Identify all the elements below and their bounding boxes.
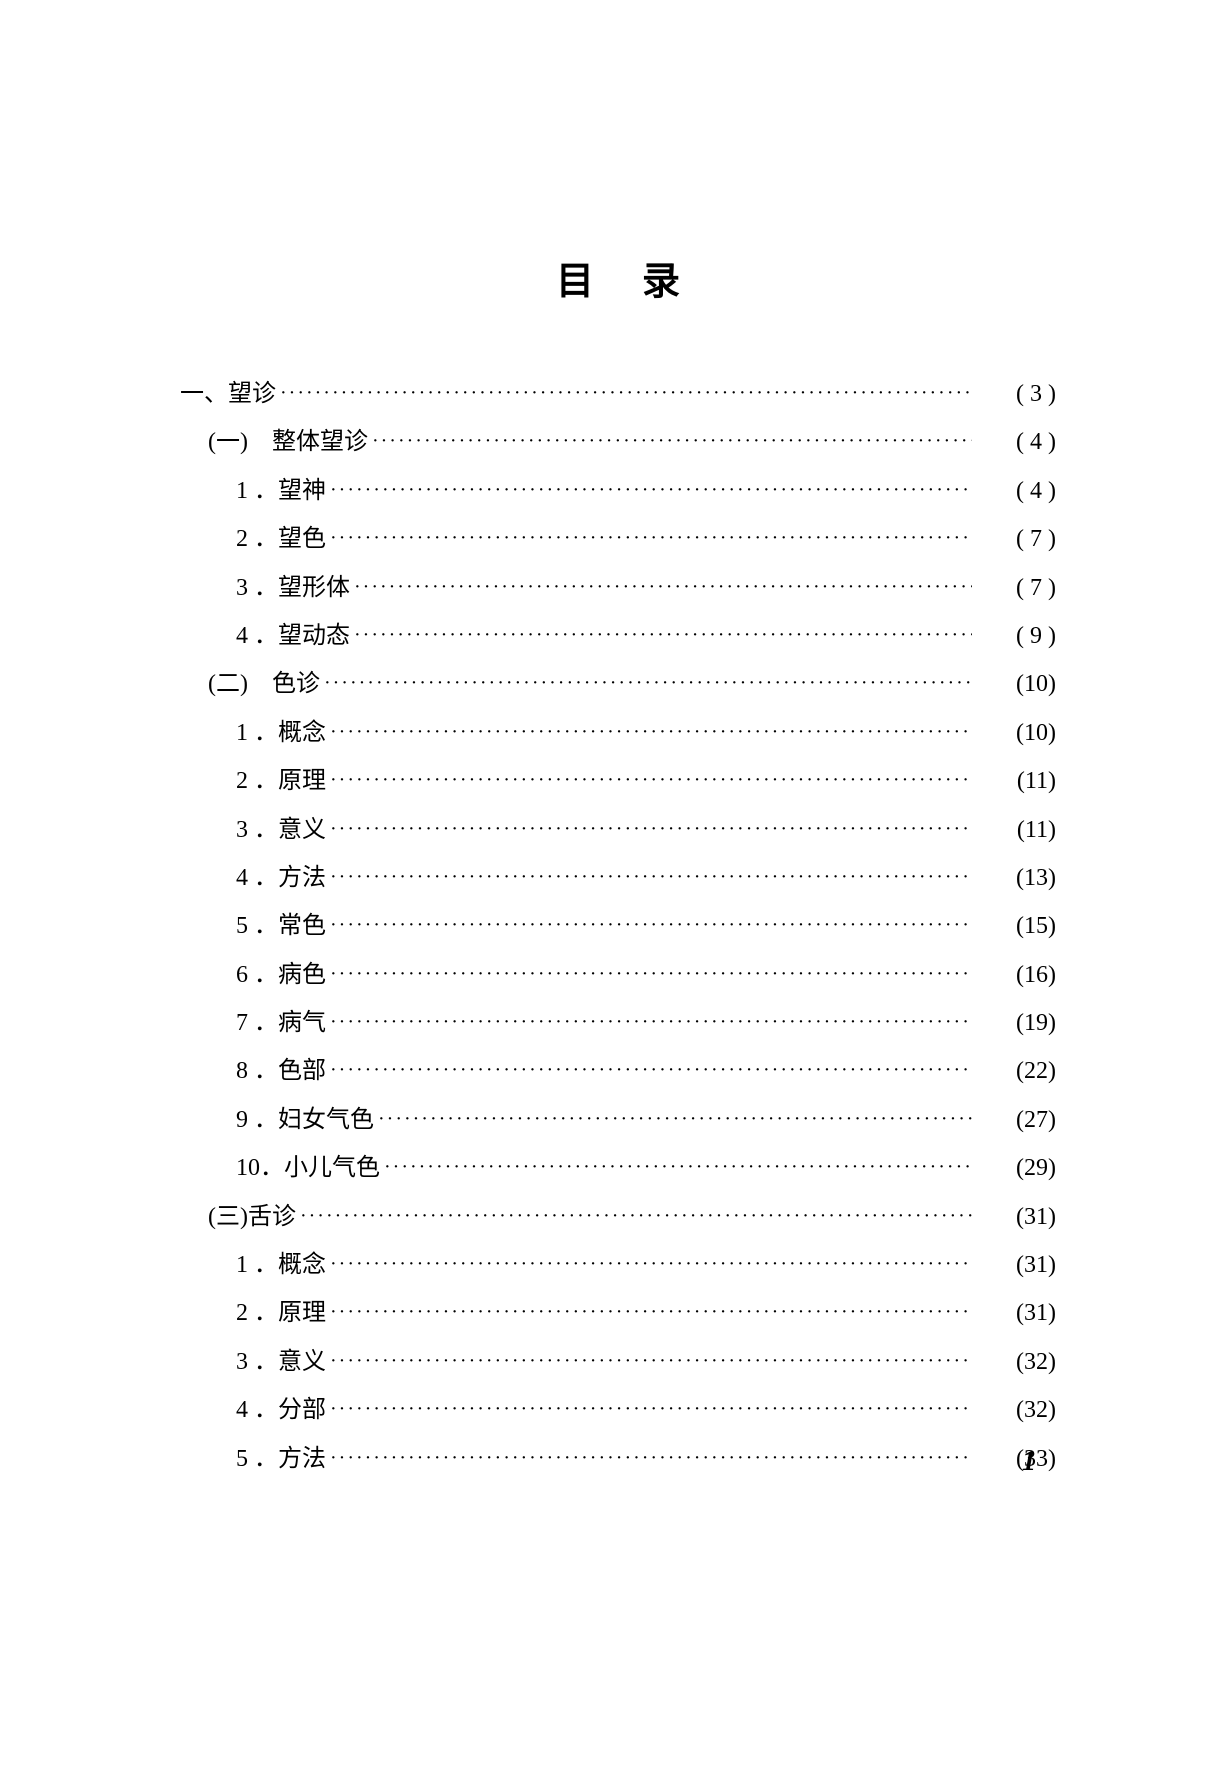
toc-entry-page: ( 7 ): [976, 569, 1056, 607]
toc-entry-page: (22): [976, 1052, 1056, 1090]
toc-leader-dots: [330, 1393, 972, 1425]
toc-entry-label: 10．小儿气色: [236, 1149, 380, 1187]
toc-entry-page: (10): [976, 714, 1056, 752]
toc-entry-label: 2 ．原理: [236, 1294, 326, 1332]
toc-entry: 4 ．分部 (32): [180, 1391, 1056, 1429]
toc-entry-label: 一、望诊: [180, 375, 276, 413]
toc-leader-dots: [330, 861, 972, 893]
toc-entry: 1 ．概念 (10): [180, 714, 1056, 752]
toc-entry-label: 2 ．望色: [236, 520, 326, 558]
toc-list: 一、望诊 ( 3 ) (一) 整体望诊 ( 4 ) 1 ．望神 ( 4 ) 2 ．望色 ( 7…: [180, 375, 1056, 1478]
toc-leader-dots: [330, 909, 972, 941]
toc-entry-label: 4 ．望动态: [236, 617, 350, 655]
toc-entry-label: 3 ．望形体: [236, 569, 350, 607]
toc-entry-label: 3 ．意义: [236, 1343, 326, 1381]
toc-entry-label: (二) 色诊: [208, 665, 320, 703]
toc-leader-dots: [330, 1248, 972, 1280]
toc-leader-dots: [330, 1345, 972, 1377]
toc-leader-dots: [384, 1151, 972, 1183]
toc-entry-label: (一) 整体望诊: [208, 423, 368, 461]
toc-entry-page: (31): [976, 1246, 1056, 1284]
toc-leader-dots: [330, 716, 972, 748]
toc-entry-label: 4 ．方法: [236, 859, 326, 897]
toc-entry: (二) 色诊 (10): [180, 665, 1056, 703]
toc-entry-page: (16): [976, 956, 1056, 994]
toc-entry-label: 5 ．方法: [236, 1440, 326, 1478]
toc-leader-dots: [330, 764, 972, 796]
toc-title: 目录: [180, 250, 1056, 305]
page-number: 1: [1022, 1446, 1036, 1478]
toc-entry-label: 6 ．病色: [236, 956, 326, 994]
toc-entry-page: ( 7 ): [976, 520, 1056, 558]
toc-leader-dots: [280, 377, 972, 409]
toc-entry-page: (31): [976, 1198, 1056, 1236]
toc-entry-page: (19): [976, 1004, 1056, 1042]
toc-entry-page: (32): [976, 1391, 1056, 1429]
toc-entry: 8 ．色部 (22): [180, 1052, 1056, 1090]
toc-leader-dots: [330, 958, 972, 990]
toc-entry-label: 9 ．妇女气色: [236, 1101, 374, 1139]
toc-entry-label: 7 ．病气: [236, 1004, 326, 1042]
toc-entry: 4 ．方法 (13): [180, 859, 1056, 897]
toc-entry-page: (31): [976, 1294, 1056, 1332]
toc-entry-page: (33): [976, 1440, 1056, 1478]
toc-entry: 6 ．病色 (16): [180, 956, 1056, 994]
toc-leader-dots: [354, 571, 972, 603]
toc-entry-page: (29): [976, 1149, 1056, 1187]
toc-entry-page: ( 3 ): [976, 375, 1056, 413]
toc-leader-dots: [330, 1442, 972, 1474]
toc-entry: 2 ．望色 ( 7 ): [180, 520, 1056, 558]
toc-leader-dots: [330, 522, 972, 554]
toc-entry-label: 1 ．概念: [236, 714, 326, 752]
toc-entry: 3 ．意义 (32): [180, 1343, 1056, 1381]
toc-entry: (三)舌诊 (31): [180, 1198, 1056, 1236]
toc-entry-page: (15): [976, 907, 1056, 945]
toc-entry: 5 ．方法 (33): [180, 1440, 1056, 1478]
toc-leader-dots: [330, 474, 972, 506]
toc-entry-label: 5 ．常色: [236, 907, 326, 945]
toc-entry-label: 1 ．望神: [236, 472, 326, 510]
toc-entry: 10．小儿气色 (29): [180, 1149, 1056, 1187]
toc-entry-page: ( 4 ): [976, 423, 1056, 461]
toc-leader-dots: [300, 1200, 972, 1232]
toc-leader-dots: [330, 1006, 972, 1038]
toc-leader-dots: [354, 619, 972, 651]
toc-entry: 2 ．原理 (11): [180, 762, 1056, 800]
toc-entry-page: ( 4 ): [976, 472, 1056, 510]
toc-entry: (一) 整体望诊 ( 4 ): [180, 423, 1056, 461]
toc-entry: 4 ．望动态 ( 9 ): [180, 617, 1056, 655]
toc-leader-dots: [324, 667, 972, 699]
toc-entry-page: (10): [976, 665, 1056, 703]
toc-entry-page: ( 9 ): [976, 617, 1056, 655]
toc-entry-label: 2 ．原理: [236, 762, 326, 800]
toc-entry-page: (11): [976, 762, 1056, 800]
toc-entry: 3 ．望形体 ( 7 ): [180, 569, 1056, 607]
toc-leader-dots: [372, 425, 972, 457]
toc-leader-dots: [330, 1296, 972, 1328]
toc-leader-dots: [330, 1054, 972, 1086]
toc-entry-label: 1 ．概念: [236, 1246, 326, 1284]
toc-entry-label: (三)舌诊: [208, 1198, 296, 1236]
toc-entry-page: (11): [976, 811, 1056, 849]
toc-entry-page: (13): [976, 859, 1056, 897]
toc-leader-dots: [378, 1103, 972, 1135]
toc-entry: 1 ．望神 ( 4 ): [180, 472, 1056, 510]
toc-entry: 9 ．妇女气色 (27): [180, 1101, 1056, 1139]
toc-entry-label: 3 ．意义: [236, 811, 326, 849]
toc-entry: 1 ．概念 (31): [180, 1246, 1056, 1284]
toc-entry: 2 ．原理 (31): [180, 1294, 1056, 1332]
toc-entry-label: 4 ．分部: [236, 1391, 326, 1429]
toc-entry-page: (32): [976, 1343, 1056, 1381]
toc-entry-label: 8 ．色部: [236, 1052, 326, 1090]
toc-entry: 7 ．病气 (19): [180, 1004, 1056, 1042]
toc-entry-page: (27): [976, 1101, 1056, 1139]
toc-leader-dots: [330, 813, 972, 845]
toc-entry: 一、望诊 ( 3 ): [180, 375, 1056, 413]
toc-entry: 5 ．常色 (15): [180, 907, 1056, 945]
page-container: 目录 一、望诊 ( 3 ) (一) 整体望诊 ( 4 ) 1 ．望神 ( 4 ) 2 ．望色…: [0, 0, 1226, 1568]
toc-entry: 3 ．意义 (11): [180, 811, 1056, 849]
